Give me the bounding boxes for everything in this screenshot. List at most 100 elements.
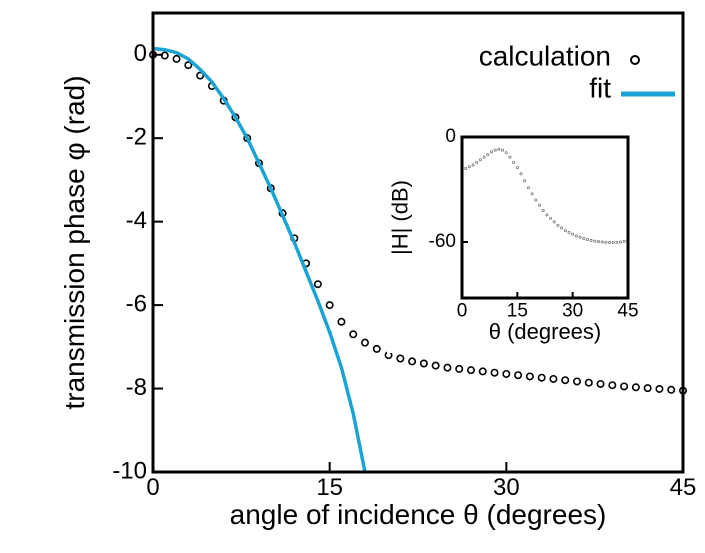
- y-tick-label: -8: [126, 374, 147, 401]
- data-point: [534, 198, 538, 202]
- data-point: [455, 364, 464, 373]
- data-point: [574, 234, 578, 238]
- data-point: [561, 376, 570, 385]
- data-point: [584, 378, 593, 387]
- legend-label: calculation: [479, 40, 611, 71]
- data-point: [560, 226, 564, 230]
- data-point: [541, 208, 545, 212]
- data-point: [608, 381, 617, 390]
- plot-frame: [460, 135, 630, 300]
- data-point: [631, 383, 640, 392]
- data-point: [537, 203, 541, 207]
- data-point: [596, 379, 605, 388]
- data-point: [667, 385, 676, 394]
- data-point: [196, 71, 205, 80]
- data-point: [545, 213, 549, 217]
- x-axis-label: angle of incidence θ (degrees): [230, 499, 607, 530]
- data-point: [160, 51, 169, 60]
- data-point: [585, 238, 589, 242]
- data-point: [567, 230, 571, 234]
- data-point: [549, 374, 558, 383]
- data-point: [582, 236, 586, 240]
- x-tick-label: 45: [617, 300, 638, 321]
- data-point: [600, 240, 604, 244]
- legend-label: fit: [589, 72, 611, 103]
- y-tick-label: -6: [126, 290, 147, 317]
- data-point: [512, 160, 516, 164]
- data-point: [502, 369, 511, 378]
- data-point: [475, 160, 479, 164]
- data-point: [482, 155, 486, 159]
- legend-marker: [630, 55, 640, 65]
- data-point: [466, 366, 475, 375]
- y-tick-label: 0: [134, 40, 147, 67]
- y-axis-label: transmission phase φ (rad): [59, 75, 90, 409]
- data-point: [519, 172, 523, 176]
- y-axis-label: |H| (dB): [387, 180, 412, 255]
- data-point: [464, 166, 468, 170]
- data-point: [604, 240, 608, 244]
- data-point: [349, 330, 358, 339]
- data-point: [620, 382, 629, 391]
- data-point: [514, 371, 523, 380]
- data-point: [515, 166, 519, 170]
- data-point: [563, 229, 567, 233]
- data-point: [497, 147, 501, 151]
- data-point: [313, 280, 322, 289]
- fit-line: [153, 46, 367, 472]
- plot-frame: [151, 11, 685, 474]
- x-tick-label: 15: [507, 300, 528, 321]
- y-tick-label: -4: [126, 207, 147, 234]
- data-point: [493, 148, 497, 152]
- y-tick-label: -60: [429, 231, 456, 252]
- data-point: [501, 148, 505, 152]
- data-point: [408, 357, 417, 366]
- data-point: [419, 359, 428, 368]
- data-point: [549, 216, 553, 220]
- data-point: [589, 238, 593, 242]
- x-axis-label: θ (degrees): [489, 319, 602, 344]
- data-point: [608, 241, 612, 245]
- x-tick-label: 0: [457, 300, 468, 321]
- y-tick-label: -10: [112, 457, 147, 484]
- data-point: [431, 361, 440, 370]
- x-tick-label: 30: [562, 300, 583, 321]
- data-point: [184, 61, 193, 70]
- data-point: [556, 223, 560, 227]
- x-tick-label: 30: [493, 474, 520, 501]
- data-point: [486, 152, 490, 156]
- x-tick-label: 15: [316, 474, 343, 501]
- data-point: [572, 377, 581, 386]
- data-point: [526, 186, 530, 190]
- data-point: [530, 192, 534, 196]
- data-point: [622, 239, 626, 243]
- data-point: [552, 220, 556, 224]
- data-point: [325, 301, 334, 310]
- data-point: [504, 151, 508, 155]
- data-point: [537, 373, 546, 382]
- data-point: [490, 150, 494, 154]
- data-point: [337, 317, 346, 326]
- data-point: [360, 338, 369, 347]
- data-point: [655, 384, 664, 393]
- data-point: [372, 344, 381, 353]
- data-point: [467, 165, 471, 169]
- data-point: [571, 232, 575, 236]
- data-point: [596, 240, 600, 244]
- x-tick-label: 45: [670, 474, 697, 501]
- x-tick-label: 0: [146, 474, 159, 501]
- data-point: [478, 367, 487, 376]
- data-point: [619, 240, 623, 244]
- data-point: [490, 368, 499, 377]
- data-point: [611, 241, 615, 245]
- data-point: [443, 363, 452, 372]
- y-tick-label: -2: [126, 124, 147, 151]
- data-point: [396, 354, 405, 363]
- data-point: [478, 158, 482, 162]
- data-point: [643, 384, 652, 393]
- data-point: [593, 239, 597, 243]
- y-tick-label: 0: [445, 126, 456, 147]
- data-point: [525, 372, 534, 381]
- data-point: [471, 163, 475, 167]
- data-point: [615, 240, 619, 244]
